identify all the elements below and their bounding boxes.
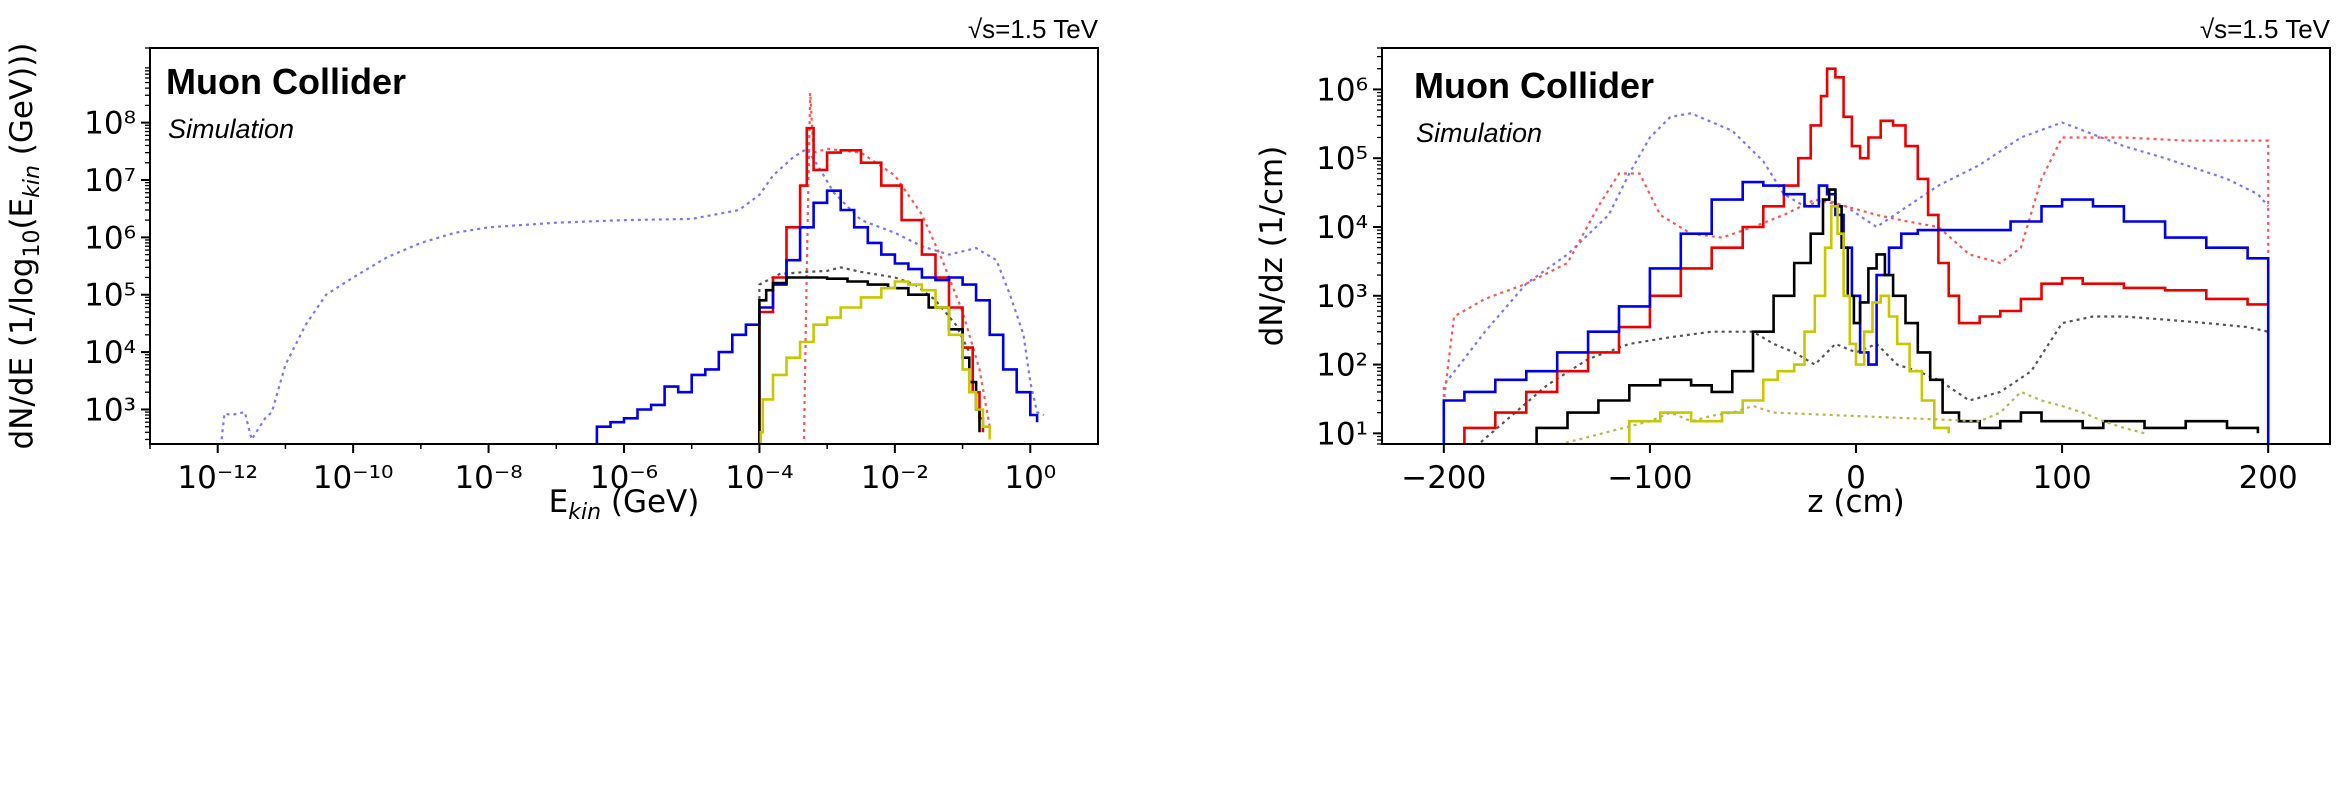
left-plot-area [219, 92, 1045, 444]
y-tick-label: 10⁵ [84, 278, 136, 314]
series-line-6 [759, 280, 991, 444]
y-tick-label: 10⁸ [84, 106, 136, 142]
series-line-1 [1442, 136, 2270, 444]
series-line-1 [802, 92, 991, 444]
chart-title: Muon Collider [166, 61, 406, 102]
right-panel: √s=1.5 TeV Muon Collider Simulation −200… [1254, 14, 2331, 520]
x-tick-label: 10⁰ [1004, 460, 1056, 496]
y-tick-label: 10³ [1316, 279, 1368, 315]
left-y-ticks: 10³ 10⁴ 10⁵ 10⁶ 10⁷ 10⁸ [84, 47, 150, 441]
x-tick-label: 200 [2239, 460, 2298, 496]
energy-label: √s=1.5 TeV [2200, 14, 2331, 44]
y-tick-label: 10⁴ [84, 335, 136, 371]
left-panel: √s=1.5 TeV Muon Collider Simulation 10⁻¹… [4, 14, 1099, 525]
y-tick-label: 10³ [84, 392, 136, 428]
x-tick-label: 10⁻⁸ [454, 460, 522, 496]
y-tick-label: 10⁴ [1316, 210, 1368, 246]
series-line-7 [1556, 390, 2145, 444]
series-line-5 [1535, 188, 2260, 444]
chart-title: Muon Collider [1414, 65, 1654, 106]
chart-subtitle: Simulation [1416, 118, 1542, 148]
x-tick-label: 10⁻¹² [177, 460, 258, 496]
series-line-3 [758, 126, 985, 444]
y-axis-label: dN/dz (1/cm) [1254, 146, 1290, 347]
x-tick-label: 10⁻⁴ [725, 460, 793, 496]
x-tick-label: 10⁻⁶ [590, 460, 658, 496]
series-line-4 [595, 189, 1039, 444]
y-tick-label: 10⁶ [1316, 72, 1368, 108]
right-axes-frame [1381, 47, 2331, 445]
series-line-2 [1476, 315, 2269, 444]
x-tick-label: 10⁻² [861, 460, 929, 496]
x-tick-label: −100 [1607, 460, 1692, 496]
series-line-5 [758, 276, 981, 444]
x-axis-label: Ekin (GeV) [549, 484, 700, 525]
right-plot-area [1442, 67, 2270, 444]
energy-label: √s=1.5 TeV [968, 14, 1099, 44]
series-line-3 [1463, 67, 2270, 444]
x-axis-label: z (cm) [1807, 484, 1905, 520]
y-tick-label: 10⁶ [84, 220, 136, 256]
y-tick-label: 10⁷ [84, 163, 136, 199]
x-tick-label: 10⁻¹⁰ [313, 460, 394, 496]
right-y-ticks: 10¹ 10² 10³ 10⁴ 10⁵ 10⁶ [1316, 47, 1382, 452]
x-tick-label: 100 [2033, 460, 2092, 496]
y-tick-label: 10² [1316, 348, 1368, 384]
x-tick-label: −200 [1401, 460, 1486, 496]
y-axis-label: dN/dE (1/log10(Ekin (GeV))) [4, 43, 45, 450]
series-line-0 [219, 147, 1045, 444]
chart-subtitle: Simulation [168, 114, 294, 144]
y-tick-label: 10⁵ [1316, 141, 1368, 177]
x-tick-label: 0 [1846, 460, 1866, 496]
series-line-4 [1442, 180, 2270, 444]
right-x-ticks: −200 −100 0 100 200 [1401, 444, 2298, 496]
series-line-6 [1628, 205, 1950, 444]
left-x-ticks: 10⁻¹² 10⁻¹⁰ 10⁻⁸ 10⁻⁶ 10⁻⁴ 10⁻² 10⁰ [149, 444, 1056, 496]
y-tick-label: 10¹ [1316, 416, 1368, 452]
left-axes-frame [149, 47, 1099, 445]
